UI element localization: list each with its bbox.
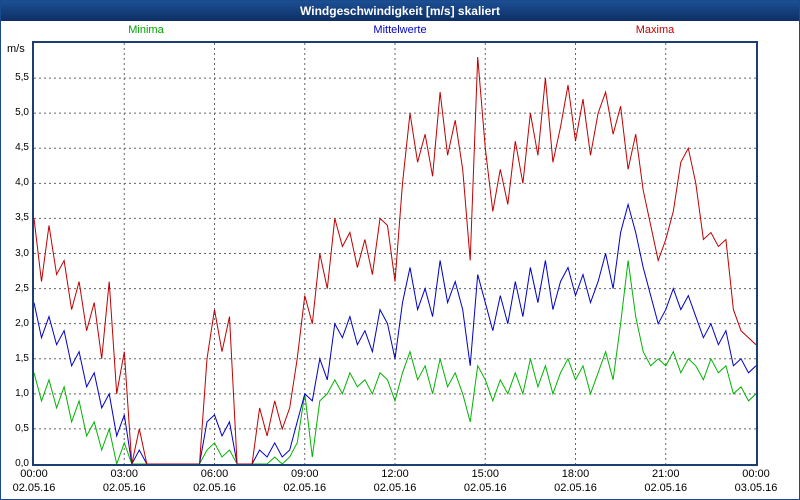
legend-mittelwerte: Mittelwerte: [373, 24, 427, 36]
x-axis-date-label: 03.05.16: [734, 482, 778, 494]
y-axis-label: 4,5: [15, 142, 29, 154]
y-axis-label: 5,5: [15, 72, 29, 84]
window-title: Windgeschwindigkeit [m/s] skaliert: [300, 4, 500, 18]
y-axis-label: 4,0: [15, 177, 29, 189]
series-line-mittelwerte: [34, 202, 756, 464]
x-axis-time-label: 09:00: [290, 468, 319, 480]
y-axis-label: 0,0: [15, 458, 29, 469]
y-axis-label: 5,0: [15, 107, 29, 119]
x-axis-date-label: 02.05.16: [102, 482, 146, 494]
x-axis-date-label: 02.05.16: [12, 482, 56, 494]
legend-minima: Minima: [128, 24, 164, 36]
x-axis-time-label: 21:00: [651, 468, 680, 480]
x-axis-date-label: 02.05.16: [463, 482, 507, 494]
x-axis-time-label: 15:00: [471, 468, 500, 480]
y-axis-label: 3,5: [15, 212, 29, 224]
x-axis-date-label: 02.05.16: [193, 482, 236, 494]
y-axis-label: 2,0: [15, 317, 29, 329]
legend-maxima: Maxima: [635, 24, 675, 36]
y-axis-label: 1,5: [15, 352, 29, 364]
y-axis-label: 1,0: [15, 387, 29, 399]
x-axis-date-label: 02.05.16: [554, 482, 597, 494]
x-axis-date-label: 02.05.16: [644, 482, 688, 494]
x-axis-date-label: 02.05.16: [373, 482, 417, 494]
x-axis-time-label: 18:00: [561, 468, 590, 480]
y-axis-label: 3,0: [15, 247, 29, 259]
window-titlebar: Windgeschwindigkeit [m/s] skaliert: [1, 1, 799, 21]
series-line-maxima: [34, 56, 756, 464]
x-axis-time-label: 06:00: [200, 468, 229, 480]
x-axis-time-label: 03:00: [110, 468, 139, 480]
plot-canvas: [34, 43, 756, 464]
x-axis-date-label: 02.05.16: [283, 482, 327, 494]
x-axis-time-label: 00:00: [742, 468, 770, 480]
series-line-minima: [34, 260, 756, 464]
y-axis-unit-label: m/s: [7, 43, 25, 55]
y-axis-label: 0,5: [15, 422, 29, 434]
y-axis-label: 2,5: [15, 282, 29, 294]
plot-frame: [32, 41, 758, 466]
x-axis-time-label: 12:00: [381, 468, 409, 480]
x-axis-time-label: 00:00: [20, 468, 48, 480]
